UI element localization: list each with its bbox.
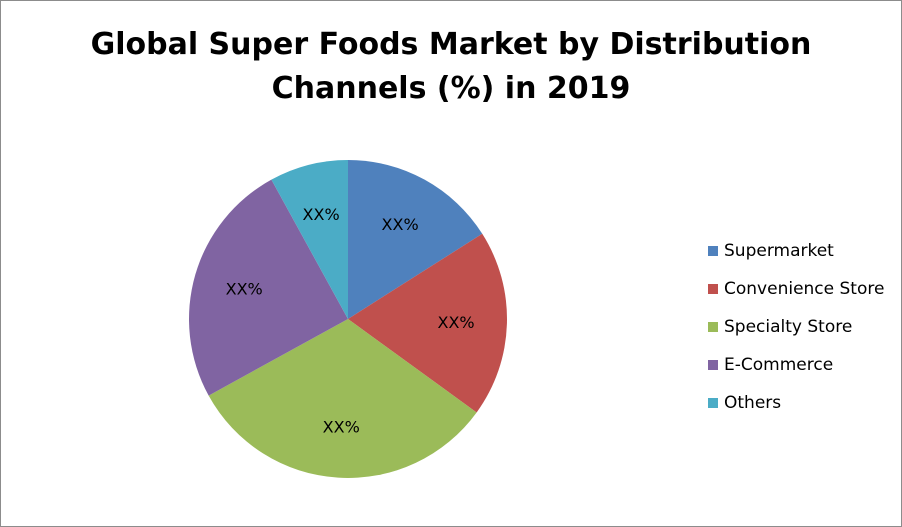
data-label-supermarket: XX%	[382, 215, 419, 234]
legend: Supermarket Convenience Store Specialty St…	[708, 232, 884, 422]
legend-label: Others	[724, 393, 782, 413]
legend-label: Supermarket	[724, 241, 834, 261]
data-label-e-commerce: XX%	[226, 279, 263, 298]
data-label-convenience-store: XX%	[438, 313, 475, 332]
data-label-specialty-store: XX%	[323, 417, 360, 436]
pie-slice-e-commerce	[188, 179, 348, 396]
legend-swatch	[708, 360, 718, 370]
pie-slice-convenience-store	[348, 233, 507, 413]
legend-item-others: Others	[708, 384, 884, 422]
data-label-others: XX%	[303, 205, 340, 224]
legend-swatch	[708, 284, 718, 294]
legend-item-convenience-store: Convenience Store	[708, 270, 884, 308]
legend-label: Specialty Store	[724, 317, 853, 337]
legend-label: Convenience Store	[724, 279, 885, 299]
legend-item-e-commerce: E-Commerce	[708, 346, 884, 384]
legend-swatch	[708, 246, 718, 256]
legend-item-supermarket: Supermarket	[708, 232, 884, 270]
legend-label: E-Commerce	[724, 355, 834, 375]
chart-title-line-1: Global Super Foods Market by Distributio…	[90, 27, 812, 62]
chart-title-line-2: Channels (%) in 2019	[271, 71, 631, 106]
pie-slice-others	[271, 160, 348, 319]
pie-slice-supermarket	[348, 160, 483, 319]
legend-swatch	[708, 398, 718, 408]
pie-slice-specialty-store	[208, 319, 477, 478]
chart-title: Global Super Foods Market by Distributio…	[1, 23, 901, 111]
legend-item-specialty-store: Specialty Store	[708, 308, 884, 346]
legend-swatch	[708, 322, 718, 332]
